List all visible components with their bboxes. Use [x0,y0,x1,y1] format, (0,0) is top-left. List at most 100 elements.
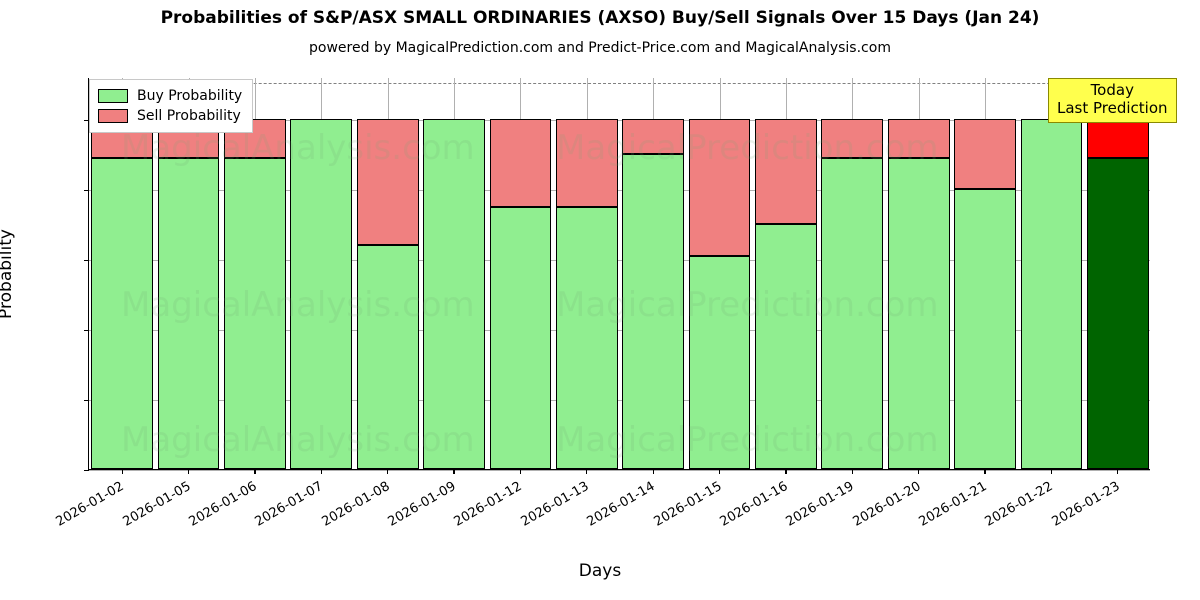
x-tick-label: 2026-01-13 [518,479,592,530]
x-tick-mark [652,469,654,474]
x-tick-mark [187,469,190,474]
buy-segment[interactable] [423,119,485,469]
bar-2026-01-05[interactable] [157,77,220,469]
y-tick-mark [84,259,89,261]
bar-2026-01-20[interactable] [887,77,950,469]
x-tick-label: 2026-01-20 [850,479,924,530]
x-tick-mark [586,469,588,474]
x-axis-label: Days [578,561,622,581]
x-tick-label: 2026-01-09 [385,479,459,530]
x-tick-mark [984,469,986,474]
buy-segment[interactable] [954,189,1016,469]
x-tick-label: 2026-01-05 [120,479,194,530]
buy-segment[interactable] [821,157,884,469]
reference-dashed-line [89,82,1150,84]
legend-label-buy: Buy Probability [137,88,243,104]
buy-segment[interactable] [157,157,220,469]
buy-segment[interactable] [224,157,286,469]
bar-2026-01-12[interactable] [489,77,552,469]
y-tick-mark [84,399,89,401]
sell-segment[interactable] [356,119,419,245]
sell-segment[interactable] [688,119,751,256]
y-gridline [89,260,1150,261]
y-tick-mark [84,329,89,331]
bar-2026-01-13[interactable] [555,77,618,469]
buy-swatch-icon [98,89,128,103]
buy-segment[interactable] [755,224,817,469]
x-tick-mark [785,469,787,474]
x-tick-label: 2026-01-06 [186,479,260,530]
x-tick-mark [453,469,455,474]
bar-2026-01-09[interactable] [423,77,485,469]
sell-segment[interactable] [887,119,950,158]
buy-segment[interactable] [887,157,950,469]
bar-2026-01-22[interactable] [1020,77,1083,469]
x-tick-mark [254,469,256,474]
y-gridline [89,330,1150,331]
buy-segment[interactable] [622,154,685,469]
buy-segment[interactable] [1086,157,1149,469]
bar-2026-01-23[interactable] [1086,77,1149,469]
legend-item-buy[interactable]: Buy Probability [98,86,242,106]
y-gridline [89,120,1150,121]
sell-segment[interactable] [555,119,618,207]
bar-2026-01-16[interactable] [755,77,817,469]
chart-subtitle: powered by MagicalPrediction.com and Pre… [309,40,891,56]
plot-area: MagicalAnalysis.comMagicalPrediction.com… [84,77,1150,474]
buy-segment[interactable] [290,119,353,469]
x-tick-label: 2026-01-15 [651,479,725,530]
sell-segment[interactable] [489,119,552,207]
x-tick-label: 2026-01-14 [584,479,658,530]
buy-segment[interactable] [489,206,552,469]
x-tick-label: 2026-01-23 [1049,479,1123,530]
sell-segment[interactable] [1086,119,1149,158]
x-tick-label: 2026-01-07 [252,479,326,530]
bar-2026-01-06[interactable] [224,77,286,469]
x-tick-label: 2026-01-19 [783,479,857,530]
bar-2026-01-19[interactable] [821,77,884,469]
bar-2026-01-14[interactable] [622,77,685,469]
x-tick-mark [1117,469,1119,474]
bar-2026-01-02[interactable] [91,77,154,469]
sell-swatch-icon [98,109,128,123]
x-tick-label: 2026-01-22 [982,479,1056,530]
sell-segment[interactable] [821,119,884,158]
buy-segment[interactable] [555,206,618,469]
sell-segment[interactable] [954,119,1016,189]
today-annotation: Today Last Prediction [1048,78,1177,124]
bar-2026-01-08[interactable] [356,77,419,469]
buy-segment[interactable] [356,245,419,469]
x-tick-label: 2026-01-02 [53,479,127,530]
legend-item-sell[interactable]: Sell Probability [98,106,242,126]
buy-segment[interactable] [1020,119,1083,469]
x-tick-mark [851,469,853,474]
x-tick-mark [387,469,389,474]
x-tick-mark [918,469,920,474]
legend-label-sell: Sell Probability [137,108,241,124]
y-tick-mark [84,189,89,191]
buy-segment[interactable] [91,157,154,469]
x-tick-mark [320,469,322,474]
x-tick-label: 2026-01-16 [717,479,791,530]
buy-segment[interactable] [688,255,751,469]
chart-legend: Buy Probability Sell Probability [89,79,254,133]
y-gridline [89,400,1150,401]
today-annotation-line1: Today [1090,81,1134,99]
y-axis-label: Probability [0,229,16,319]
y-gridline [89,470,1150,471]
bar-2026-01-15[interactable] [688,77,751,469]
bar-2026-01-07[interactable] [290,77,353,469]
bar-2026-01-21[interactable] [954,77,1016,469]
x-tick-mark [121,469,123,474]
y-gridline [89,190,1150,191]
today-annotation-line2: Last Prediction [1057,98,1168,117]
chart-title: Probabilities of S&P/ASX SMALL ORDINARIE… [160,8,1040,28]
x-tick-mark [1050,469,1053,474]
x-tick-mark [519,469,522,474]
sell-segment[interactable] [755,119,817,224]
sell-segment[interactable] [622,119,685,154]
x-tick-mark [718,469,721,474]
y-tick-mark [84,469,89,471]
x-tick-label: 2026-01-08 [319,479,393,530]
